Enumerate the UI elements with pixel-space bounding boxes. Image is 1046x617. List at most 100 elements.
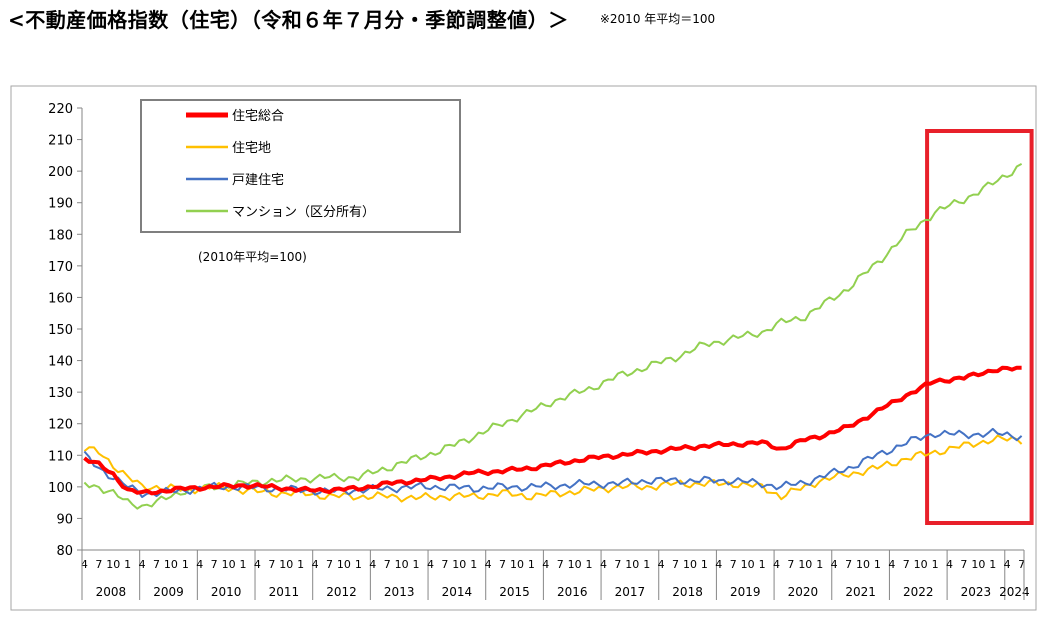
x-month-label: 7 (845, 558, 852, 571)
x-month-label: 1 (528, 558, 535, 571)
x-month-label: 1 (759, 558, 766, 571)
y-tick-label: 170 (48, 260, 73, 275)
x-month-label: 4 (312, 558, 319, 571)
y-tick-label: 130 (48, 386, 73, 401)
legend-label-land: 住宅地 (232, 141, 271, 156)
x-month-label: 4 (831, 558, 838, 571)
x-month-label: 7 (499, 558, 506, 571)
x-month-label: 10 (337, 558, 351, 571)
series-total-line (83, 365, 1022, 496)
x-month-label: 1 (643, 558, 650, 571)
x-month-label: 10 (971, 558, 985, 571)
title-row: <不動産価格指数（住宅）（令和６年７月分・季節調整値）＞ ※2010 年平均＝1… (8, 4, 715, 40)
x-month-label: 1 (355, 558, 362, 571)
series-layer (83, 163, 1023, 510)
x-year-label: 2008 (96, 585, 127, 599)
x-month-label: 10 (395, 558, 409, 571)
x-month-label: 4 (888, 558, 895, 571)
x-year-label: 2013 (384, 585, 415, 599)
x-month-label: 4 (542, 558, 549, 571)
y-tick-label: 190 (48, 197, 73, 212)
x-month-label: 4 (946, 558, 953, 571)
x-month-label: 10 (914, 558, 928, 571)
x-month-label: 1 (874, 558, 881, 571)
chart-note: (2010年平均=100) (198, 250, 307, 264)
x-month-label: 7 (95, 558, 102, 571)
x-month-label: 7 (672, 558, 679, 571)
x-month-label: 7 (268, 558, 275, 571)
x-month-label: 4 (139, 558, 146, 571)
x-month-label: 1 (413, 558, 420, 571)
x-month-label: 4 (196, 558, 203, 571)
x-year-label: 2022 (903, 585, 934, 599)
y-tick-label: 210 (48, 134, 73, 149)
y-tick-label: 110 (48, 449, 73, 464)
x-month-label: 7 (441, 558, 448, 571)
highlight-layer (925, 129, 1034, 525)
x-year-label: 2018 (672, 585, 703, 599)
x-month-label: 10 (510, 558, 524, 571)
x-month-label: 1 (470, 558, 477, 571)
y-tick-label: 80 (56, 544, 73, 559)
x-month-label: 7 (614, 558, 621, 571)
x-year-label: 2023 (961, 585, 992, 599)
x-year-label: 2014 (442, 585, 473, 599)
page-title: <不動産価格指数（住宅）（令和６年７月分・季節調整値）＞ (8, 8, 569, 32)
highlight-box (925, 129, 1034, 525)
x-month-label: 10 (856, 558, 870, 571)
y-tick-label: 140 (48, 355, 73, 370)
x-month-label: 10 (106, 558, 120, 571)
x-month-label: 10 (568, 558, 582, 571)
x-month-label: 7 (1018, 558, 1025, 571)
x-year-label: 2017 (615, 585, 646, 599)
legend-label-condo: マンション（区分所有） (232, 205, 375, 220)
x-month-label: 4 (369, 558, 376, 571)
y-tick-label: 200 (48, 165, 73, 180)
legend-label-total: 住宅総合 (232, 109, 284, 124)
x-month-label: 1 (816, 558, 823, 571)
x-month-label: 1 (989, 558, 996, 571)
y-tick-label: 180 (48, 228, 73, 243)
x-month-label: 10 (222, 558, 236, 571)
x-month-label: 10 (164, 558, 178, 571)
x-month-label: 1 (297, 558, 304, 571)
x-month-label: 1 (124, 558, 131, 571)
y-tick-label: 90 (56, 512, 73, 527)
y-tick-label: 160 (48, 291, 73, 306)
y-tick-label: 120 (48, 418, 73, 433)
x-month-label: 1 (932, 558, 939, 571)
series-land-line (83, 434, 1023, 503)
x-year-label: 2012 (326, 585, 357, 599)
x-month-label: 4 (715, 558, 722, 571)
legend-label-house: 戸建住宅 (232, 173, 284, 188)
x-month-label: 7 (903, 558, 910, 571)
x-year-label: 2019 (730, 585, 761, 599)
x-month-label: 4 (1004, 558, 1011, 571)
x-month-label: 1 (240, 558, 247, 571)
x-month-label: 4 (254, 558, 261, 571)
x-month-label: 4 (427, 558, 434, 571)
x-month-label: 7 (730, 558, 737, 571)
note-layer: (2010年平均=100) (186, 246, 376, 266)
x-month-label: 10 (683, 558, 697, 571)
x-month-label: 1 (586, 558, 593, 571)
base-note: ※2010 年平均＝100 (599, 12, 716, 26)
x-month-label: 1 (182, 558, 189, 571)
y-tick-label: 100 (48, 481, 73, 496)
x-month-label: 4 (773, 558, 780, 571)
x-month-label: 7 (211, 558, 218, 571)
y-tick-label: 150 (48, 323, 73, 338)
x-year-label: 2021 (845, 585, 876, 599)
x-year-label: 2016 (557, 585, 588, 599)
x-month-label: 7 (787, 558, 794, 571)
x-month-label: 7 (960, 558, 967, 571)
axes: 8090100110120130140150160170180190200210… (48, 102, 1030, 600)
x-month-label: 10 (741, 558, 755, 571)
x-month-label: 10 (798, 558, 812, 571)
x-month-label: 7 (557, 558, 564, 571)
x-year-label: 2009 (153, 585, 184, 599)
x-month-label: 10 (625, 558, 639, 571)
x-month-label: 7 (384, 558, 391, 571)
